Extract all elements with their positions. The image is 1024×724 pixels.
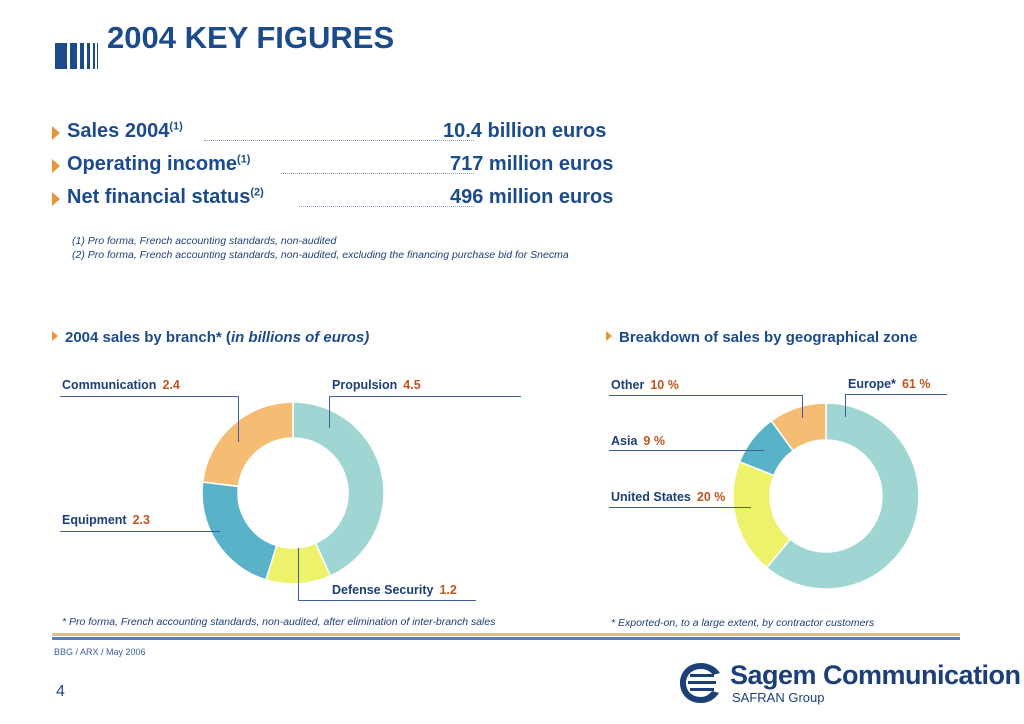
label-europe: Europe* 61 % [848, 377, 931, 391]
note-1: (1) Pro forma, French accounting standar… [72, 235, 337, 247]
bullet-arrow-icon [52, 126, 60, 140]
key-figure-label: Sales 2004(1) [67, 120, 183, 142]
key-figure-label: Net financial status(2) [67, 186, 264, 208]
page-title: 2004 KEY FIGURES [107, 20, 395, 55]
donut-slice-communication [201, 401, 294, 488]
logo-name: Sagem Communication [730, 660, 1021, 690]
donut-slice-other [770, 402, 827, 452]
key-figure-net-financial-status: Net financial status(2) 496 million euro… [52, 186, 652, 214]
branch-donut-chart [201, 401, 385, 585]
label-communication: Communication 2.4 [62, 378, 180, 392]
label-other: Other 10 % [611, 378, 679, 392]
leader-line [609, 395, 802, 396]
logo-group: SAFRAN Group [732, 690, 825, 705]
leader-line [298, 548, 299, 600]
key-figure-value: 10.4 billion euros [443, 120, 607, 142]
leader-line [845, 394, 846, 417]
label-united-states: United States 20 % [611, 490, 726, 504]
page-number: 4 [56, 683, 65, 700]
leader-dots [204, 140, 474, 141]
leader-line [845, 394, 947, 395]
key-figure-label: Operating income(1) [67, 153, 251, 175]
leader-line [609, 507, 751, 508]
donut-slice-europe [765, 402, 920, 590]
label-asia: Asia 9 % [611, 434, 665, 448]
leader-line [60, 531, 220, 532]
leader-line [298, 600, 476, 601]
label-equipment: Equipment 2.3 [62, 513, 150, 527]
sagem-logo-icon [680, 663, 720, 703]
leader-line [329, 396, 330, 428]
footer-rule-blue [52, 637, 960, 640]
branch-footnote: * Pro forma, French accounting standards… [62, 616, 496, 628]
label-propulsion: Propulsion 4.5 [332, 378, 421, 392]
leader-dots [299, 206, 474, 207]
leader-dots [281, 173, 474, 174]
donut-slice-propulsion [292, 401, 385, 577]
key-figure-operating-income: Operating income(1) 717 million euros [52, 153, 652, 181]
title-bars-icon [55, 43, 99, 69]
bullet-arrow-icon [52, 331, 58, 341]
key-figure-value: 496 million euros [450, 186, 614, 208]
key-figure-value: 717 million euros [450, 153, 614, 175]
leader-line [329, 396, 521, 397]
geo-footnote: * Exported-on, to a large extent, by con… [611, 617, 875, 629]
bullet-arrow-icon [52, 159, 60, 173]
footer-rule-gold [52, 633, 960, 636]
note-2: (2) Pro forma, French accounting standar… [72, 249, 569, 261]
geo-section-heading: Breakdown of sales by geographical zone [606, 329, 917, 346]
footer-meta: BBG / ARX / May 2006 [54, 647, 146, 657]
leader-line [60, 396, 238, 397]
branch-section-heading: 2004 sales by branch* (in billions of eu… [52, 329, 369, 346]
leader-line [238, 396, 239, 442]
leader-line [802, 395, 803, 418]
label-defense-security: Defense Security 1.2 [332, 583, 457, 597]
bullet-arrow-icon [52, 192, 60, 206]
geo-donut-chart [732, 402, 920, 590]
bullet-arrow-icon [606, 331, 612, 341]
key-figure-sales: Sales 2004(1) 10.4 billion euros [52, 120, 652, 148]
leader-line [609, 450, 764, 451]
